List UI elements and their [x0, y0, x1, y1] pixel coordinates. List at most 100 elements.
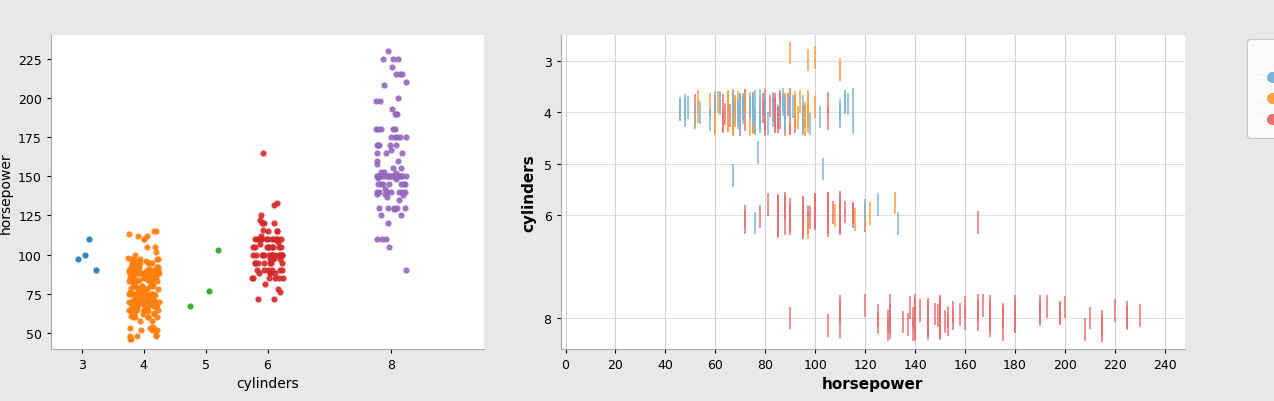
Point — [389, 189, 409, 196]
Point — [264, 202, 284, 208]
Point — [144, 304, 164, 310]
Point — [387, 56, 408, 63]
Point — [242, 275, 262, 282]
Point — [385, 135, 405, 141]
Point — [273, 275, 293, 282]
Point — [367, 236, 387, 243]
Point — [366, 99, 386, 105]
Point — [366, 127, 386, 133]
Point — [260, 271, 280, 277]
Point — [135, 271, 155, 277]
Point — [126, 296, 147, 302]
Point — [143, 302, 163, 308]
Point — [134, 275, 154, 282]
Point — [368, 175, 389, 182]
Point — [130, 318, 150, 324]
Point — [131, 283, 152, 290]
Legend: europe, japan, usa: europe, japan, usa — [1247, 40, 1274, 139]
Point — [382, 56, 403, 63]
Point — [369, 189, 390, 196]
Point — [375, 191, 395, 197]
Point — [254, 221, 274, 227]
Point — [181, 304, 201, 310]
Point — [368, 142, 389, 149]
Point — [381, 189, 401, 196]
Point — [122, 267, 143, 274]
Point — [380, 174, 400, 180]
Point — [121, 336, 141, 343]
Point — [396, 267, 417, 274]
Point — [129, 264, 149, 271]
Point — [125, 283, 145, 290]
Point — [248, 296, 269, 302]
Point — [268, 200, 288, 207]
Point — [125, 314, 145, 321]
Point — [382, 106, 403, 113]
Point — [378, 174, 399, 180]
Point — [250, 236, 270, 243]
Point — [145, 249, 166, 255]
Point — [143, 291, 163, 298]
Point — [269, 286, 289, 293]
Point — [136, 306, 157, 313]
Point — [121, 299, 141, 305]
Point — [391, 150, 412, 157]
Point — [266, 236, 287, 243]
Point — [121, 267, 141, 274]
Point — [254, 150, 274, 157]
Point — [385, 72, 405, 78]
Point — [371, 169, 391, 175]
Point — [148, 257, 168, 263]
Point — [270, 267, 290, 274]
Point — [271, 260, 292, 266]
Point — [125, 267, 145, 274]
Point — [373, 181, 394, 188]
Point — [371, 127, 391, 133]
Point — [147, 271, 167, 277]
Point — [135, 286, 155, 293]
Point — [120, 291, 140, 298]
Point — [383, 174, 404, 180]
Point — [259, 275, 279, 282]
Point — [149, 299, 169, 305]
Point — [372, 236, 392, 243]
Point — [126, 267, 147, 274]
Point — [145, 304, 166, 310]
Point — [120, 267, 140, 274]
Point — [242, 244, 262, 250]
Point — [395, 189, 415, 196]
Point — [143, 324, 163, 330]
Point — [378, 244, 399, 250]
Point — [147, 332, 167, 338]
Point — [271, 236, 292, 243]
Point — [141, 277, 162, 283]
Point — [122, 258, 143, 265]
Point — [131, 291, 152, 298]
Point — [242, 252, 262, 258]
Point — [131, 290, 152, 296]
Point — [264, 236, 284, 243]
Point — [129, 290, 149, 296]
Point — [121, 257, 141, 263]
Point — [122, 304, 143, 310]
Point — [129, 258, 149, 265]
Point — [367, 158, 387, 164]
Point — [129, 299, 149, 305]
Point — [125, 252, 145, 258]
Point — [135, 299, 155, 305]
Point — [138, 300, 158, 307]
Point — [381, 147, 401, 154]
Point — [135, 304, 155, 310]
Point — [129, 299, 149, 305]
Point — [144, 297, 164, 304]
Point — [75, 252, 96, 258]
Point — [85, 267, 106, 274]
Point — [265, 271, 285, 277]
Point — [140, 325, 161, 332]
Point — [145, 272, 166, 279]
Point — [126, 333, 147, 340]
Point — [138, 260, 158, 266]
Point — [367, 189, 387, 196]
Point — [143, 275, 163, 282]
Point — [136, 233, 157, 239]
